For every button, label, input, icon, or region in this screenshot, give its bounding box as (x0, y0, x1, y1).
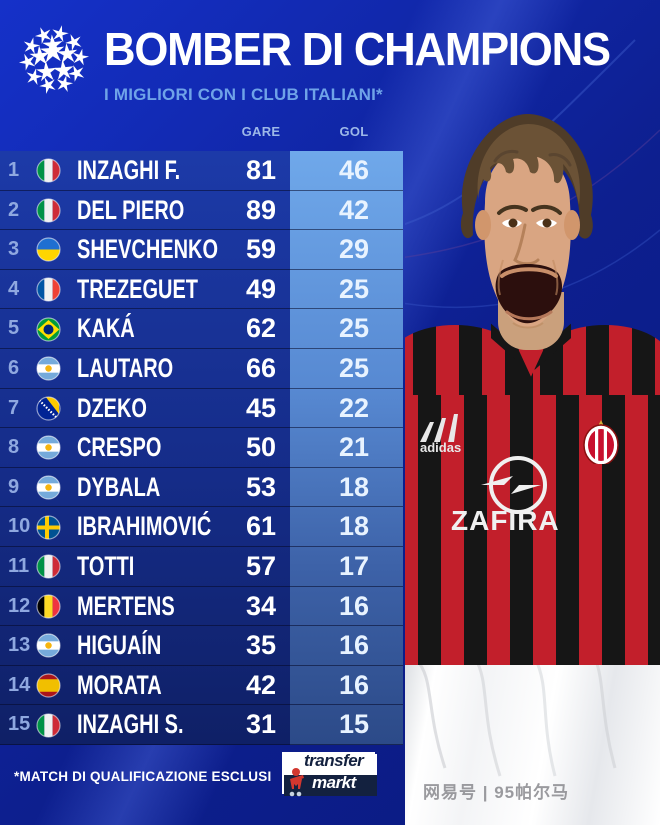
svg-text:ZAFIRA: ZAFIRA (451, 505, 560, 536)
